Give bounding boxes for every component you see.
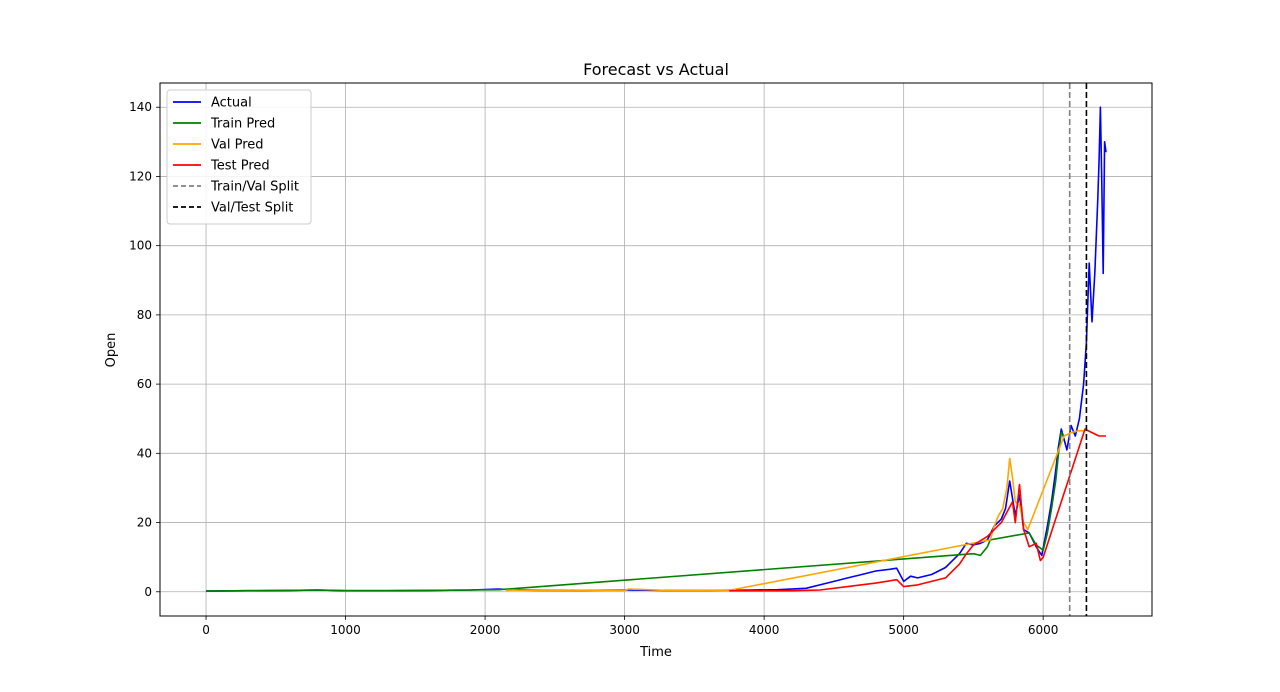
plot-frame [159,82,1153,617]
legend-label-actual: Actual [211,96,252,111]
x-tick-label: 3000 [609,623,640,637]
y-tick-label: 100 [129,239,152,253]
x-tick-label: 1000 [330,623,361,637]
y-tick-label: 120 [129,169,152,183]
legend-label-val-pred: Val Pred [211,138,264,153]
legend-label-test-pred: Test Pred [210,159,270,174]
series-line-val-pred [505,429,1085,592]
x-tick-label: 0 [202,623,210,637]
split-lines [1068,83,1088,616]
series-line-train-pred [205,431,1065,592]
legend-label-val-test-split: Val/Test Split [211,201,293,216]
series-line-test-pred [729,428,1106,592]
y-tick-label: 0 [144,585,152,599]
y-tick-label: 40 [137,446,152,460]
chart-title: Forecast vs Actual [583,60,729,79]
y-tick-label: 140 [129,100,152,114]
grid-lines [160,83,1152,616]
y-axis-label: Open [104,333,119,368]
legend-label-train-val-split: Train/Val Split [210,180,299,195]
x-tick-label: 2000 [470,623,501,637]
series-layer [205,106,1107,592]
x-tick-label: 6000 [1028,623,1059,637]
x-tick-label: 4000 [749,623,780,637]
y-tick-label: 80 [137,308,152,322]
x-axis-label: Time [639,645,672,660]
x-axis-ticks: 0 1000 2000 3000 4000 5000 6000 [202,616,1058,637]
legend-box [166,89,312,225]
y-tick-label: 20 [137,516,152,530]
x-tick-label: 5000 [888,623,919,637]
legend-label-train-pred: Train Pred [210,117,275,132]
y-axis-ticks: 0 20 40 60 80 100 120 140 [129,100,160,599]
y-tick-label: 60 [137,377,152,391]
legend: Actual Train Pred Val Pred Test Pred Train/V… [166,89,312,225]
